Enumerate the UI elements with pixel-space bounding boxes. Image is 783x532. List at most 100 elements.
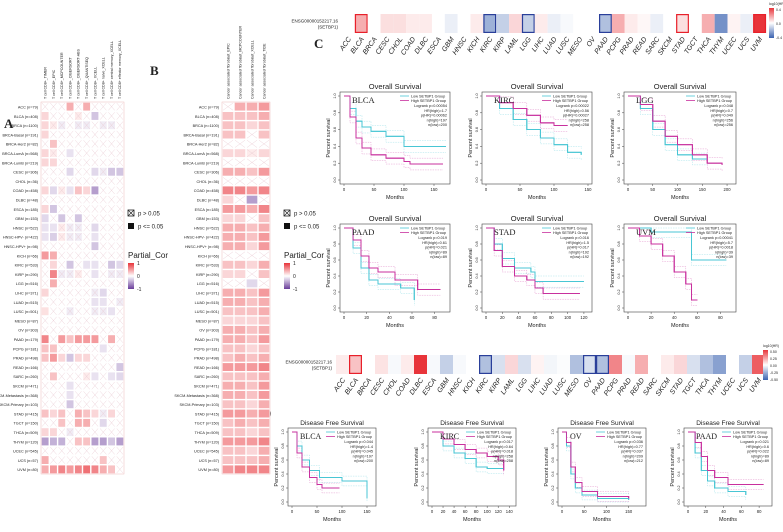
nonsignificant-cross <box>116 186 124 195</box>
nonsignificant-cross <box>91 353 99 362</box>
heatmap-cell <box>115 260 124 270</box>
heatmap-cell <box>258 334 270 344</box>
nonsignificant-cross <box>116 102 124 111</box>
nonsignificant-cross <box>66 177 74 185</box>
heatmap-cell <box>49 139 58 149</box>
cancer-label: UVM <box>748 377 763 394</box>
heatmap-cell <box>90 111 99 121</box>
heatmap-cell <box>41 288 50 298</box>
nonsignificant-cross <box>75 456 82 464</box>
x-tick-label: 0 <box>561 509 564 514</box>
nonsignificant-cross <box>116 316 124 325</box>
heatmap-cell <box>258 362 270 372</box>
significance-box <box>595 355 609 375</box>
heatmap-cell <box>82 408 91 419</box>
nonsignificant-cross <box>258 140 270 148</box>
heatmap-cell <box>99 418 108 428</box>
stat-text: n(low)=212 <box>624 459 643 463</box>
x-tick-label: 0 <box>627 187 630 192</box>
heatmap-cell <box>90 464 99 474</box>
heatmap-cell <box>222 223 234 233</box>
y-tick-label: 0.4 <box>475 273 479 278</box>
heatmap-cell <box>258 288 270 298</box>
row-label: LGG (n=516) <box>197 282 220 286</box>
heatmap-cell <box>246 278 258 288</box>
survival-plot-ov: Disease Free Survival 0.0 0.2 0.4 0.6 0.8 1.0 0… <box>544 420 647 523</box>
legend-low-label: Low SETBP1 Group <box>553 227 587 231</box>
cancer-name: PAAD <box>696 432 717 441</box>
nonsignificant-cross <box>116 112 124 120</box>
low-group-curve-ci <box>344 95 446 147</box>
heatmap-cell <box>739 355 752 374</box>
y-tick-label: 0.6 <box>617 127 621 132</box>
nonsignificant-cross <box>108 233 115 241</box>
nonsignificant-cross <box>41 260 49 269</box>
nonsignificant-cross <box>108 186 115 195</box>
row-label: READ (n=166) <box>13 366 39 370</box>
heatmap-cell <box>427 355 440 374</box>
nonsignificant-cross <box>75 102 82 111</box>
heatmap-cell <box>246 204 258 214</box>
colorbar-tick: 1 <box>293 261 296 267</box>
y-tick-label: 0.2 <box>333 161 337 166</box>
nonsignificant-cross <box>58 186 66 195</box>
x-tick-label: 60 <box>695 315 700 320</box>
heatmap-cell <box>41 408 50 419</box>
nonsignificant-cross <box>58 298 66 306</box>
low-group-curve-ci <box>486 95 582 155</box>
nonsignificant-cross <box>83 298 90 306</box>
nonsignificant-cross <box>108 446 115 455</box>
row-label: LUSC (n=501) <box>14 310 39 314</box>
legend-title: Partial_Cor <box>284 251 324 260</box>
y-tick-label: 0.4 <box>333 273 337 278</box>
nonsignificant-cross <box>108 316 115 325</box>
row-label: BRCA-Basal (n=191) <box>2 133 38 137</box>
nonsignificant-cross <box>58 279 66 288</box>
heatmap-cell <box>82 418 91 428</box>
nonsignificant-cross <box>50 130 57 139</box>
heatmap-cell <box>74 418 83 428</box>
nonsignificant-cross <box>99 270 107 278</box>
nonsignificant-cross <box>66 121 74 130</box>
heatmap-cell <box>222 408 234 419</box>
nonsignificant-cross <box>75 233 82 241</box>
heatmap-cell <box>246 334 258 344</box>
nonsignificant-cross <box>58 177 66 185</box>
legend-low-label: Low SETBP1 Group <box>607 431 641 435</box>
heatmap-cell <box>246 120 258 130</box>
column-label: T cell CD8+_EPIC <box>52 69 56 99</box>
row-label: ACC (n=79) <box>199 106 220 110</box>
x-tick-label: 0 <box>343 315 346 320</box>
y-tick-label: 0.4 <box>551 471 555 476</box>
nonsignificant-cross <box>58 158 66 167</box>
significance-box <box>479 355 493 375</box>
heatmap-cell <box>82 464 91 474</box>
heatmap-b: Cancer associated fibroblast_EPIC Cancer … <box>174 25 271 475</box>
x-tick-label: 150 <box>364 509 372 514</box>
low-group-curve-ci <box>688 431 746 500</box>
cancer-name: PAAD <box>352 227 374 237</box>
nonsignificant-cross <box>66 130 74 139</box>
y-axis-label: Percent survival <box>326 248 332 287</box>
stat-text: n(high)=89 <box>751 454 769 458</box>
nonsignificant-cross <box>116 298 124 306</box>
x-axis-label: Months <box>386 195 404 201</box>
heatmap-cell <box>66 381 75 391</box>
heatmap-cell <box>234 260 246 270</box>
row-label: PCPG (n=181) <box>13 347 39 351</box>
heatmap-cell <box>258 185 270 195</box>
legend-high-label: High SETBP1 Group <box>607 435 642 439</box>
row-label: BLCA (n=408) <box>14 115 39 119</box>
heatmap-cell <box>222 148 234 158</box>
survival-plot-paad: Overall Survival 0.0 0.2 0.4 0.6 0.8 1.0 0 20 40 6… <box>326 214 451 329</box>
y-axis-label: Percent survival <box>468 248 474 287</box>
x-tick-label: 0 <box>485 187 488 192</box>
nonsignificant-cross <box>116 307 124 316</box>
nonsignificant-cross <box>222 279 234 288</box>
nonsignificant-cross <box>246 130 258 139</box>
heatmap-cell <box>90 167 99 177</box>
nonsignificant-cross <box>116 140 124 148</box>
nonsignificant-cross <box>58 223 66 232</box>
heatmap-cell <box>246 315 258 326</box>
